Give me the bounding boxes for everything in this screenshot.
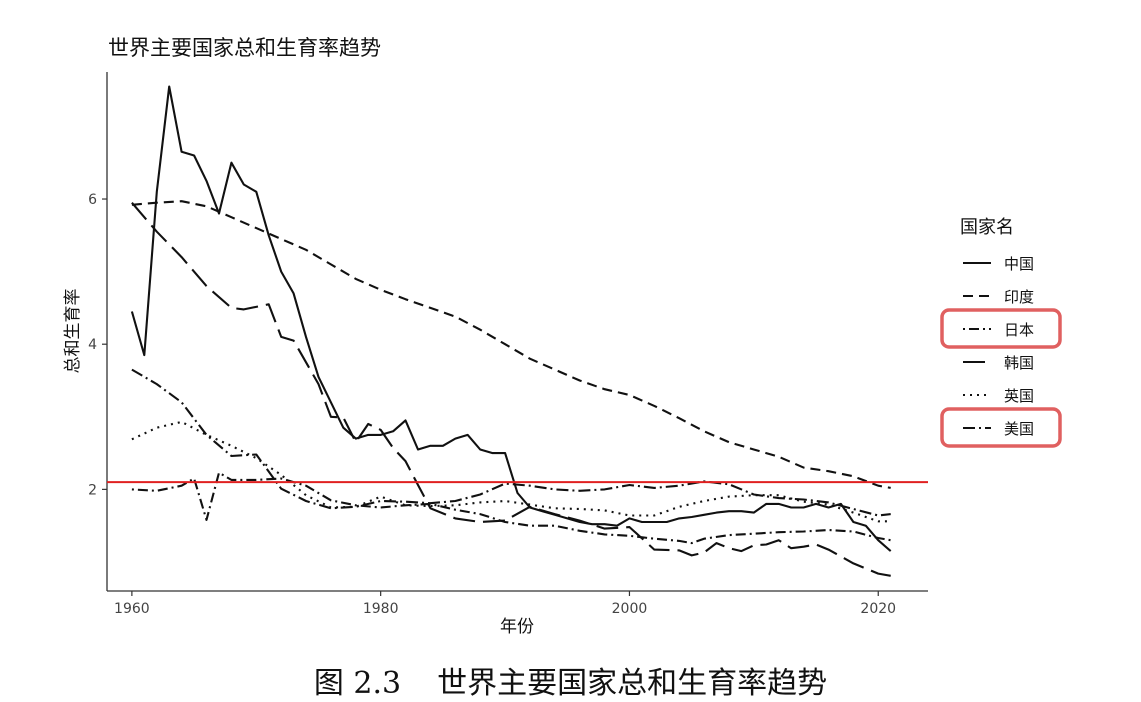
y-tick-label: 6 [88, 192, 97, 208]
legend-label: 日本 [1004, 321, 1034, 339]
series-line-韩国 [131, 202, 891, 577]
series-line-美国 [131, 368, 891, 517]
legend-label: 中国 [1004, 255, 1034, 273]
x-tick-label: 2000 [612, 601, 648, 617]
fertility-trend-chart: 世界主要国家总和生育率趋势 1960 1980 2000 2020 2 4 6 年份 总和生… [63, 36, 1062, 637]
tick-group: 1960 1980 2000 2020 2 4 6 [88, 192, 896, 617]
legend-title: 国家名 [960, 217, 1014, 238]
chart-title: 世界主要国家总和生育率趋势 [108, 36, 381, 60]
x-axis-label: 年份 [500, 617, 534, 637]
series-line-日本 [131, 471, 891, 545]
figure-caption: 图 2.3 世界主要国家总和生育率趋势 [0, 658, 1141, 702]
legend-label: 英国 [1004, 387, 1034, 405]
x-tick-label: 1960 [114, 601, 150, 617]
legend-label: 印度 [1004, 288, 1034, 306]
series-layer [130, 85, 892, 577]
legend-highlight-box [940, 308, 1062, 349]
series-line-中国 [130, 85, 892, 552]
axes [106, 72, 928, 592]
x-tick-label: 1980 [363, 601, 399, 617]
series-line-印度 [131, 200, 891, 489]
x-tick-label: 2020 [860, 601, 896, 617]
caption-label: 图 2.3 [313, 666, 402, 701]
y-tick-label: 4 [88, 337, 97, 353]
y-tick-label: 2 [88, 482, 97, 498]
legend-label: 美国 [1004, 420, 1034, 438]
legend-label: 韩国 [1004, 354, 1034, 372]
caption-text: 世界主要国家总和生育率趋势 [437, 666, 828, 701]
y-axis-label: 总和生育率 [63, 289, 83, 374]
legend-highlight-box [940, 407, 1062, 448]
